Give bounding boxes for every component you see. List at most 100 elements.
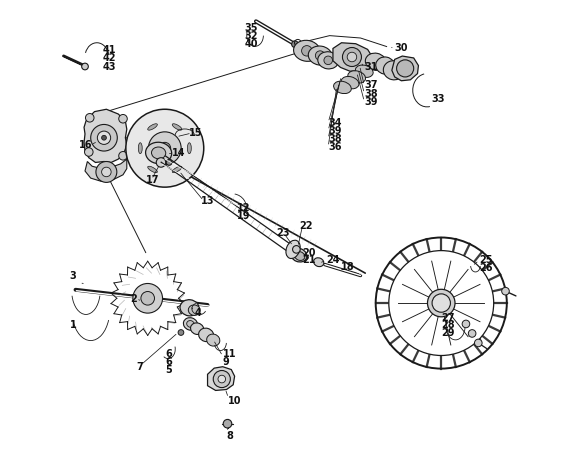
Circle shape	[141, 292, 155, 305]
Ellipse shape	[376, 57, 395, 74]
Text: 14: 14	[172, 148, 185, 158]
Text: 21: 21	[303, 255, 316, 266]
Ellipse shape	[313, 258, 324, 266]
Text: 30: 30	[395, 43, 408, 54]
Text: 13: 13	[201, 196, 215, 206]
Ellipse shape	[187, 321, 194, 327]
Circle shape	[119, 114, 127, 123]
Circle shape	[502, 287, 509, 295]
Text: 28: 28	[441, 320, 455, 331]
Circle shape	[96, 162, 117, 182]
Ellipse shape	[290, 248, 307, 262]
Ellipse shape	[383, 61, 404, 80]
Polygon shape	[84, 109, 127, 162]
Text: 6: 6	[166, 349, 172, 359]
Text: 36: 36	[328, 142, 342, 152]
Ellipse shape	[333, 81, 351, 94]
Ellipse shape	[172, 124, 182, 130]
Circle shape	[342, 48, 362, 66]
Ellipse shape	[286, 240, 300, 258]
Circle shape	[475, 339, 482, 347]
Text: 7: 7	[136, 361, 143, 372]
Text: 25: 25	[479, 255, 493, 266]
Circle shape	[178, 330, 184, 335]
Text: 39: 39	[328, 125, 342, 136]
Circle shape	[98, 131, 111, 144]
Ellipse shape	[148, 124, 158, 130]
Circle shape	[468, 330, 476, 337]
Ellipse shape	[356, 65, 373, 77]
Circle shape	[427, 289, 455, 317]
Text: 22: 22	[299, 220, 312, 231]
Text: 37: 37	[365, 80, 378, 91]
Text: 26: 26	[479, 263, 493, 273]
Circle shape	[347, 52, 357, 62]
Circle shape	[213, 370, 230, 388]
Circle shape	[85, 114, 94, 122]
Text: 41: 41	[103, 45, 116, 55]
Circle shape	[91, 124, 117, 151]
Text: 10: 10	[228, 396, 241, 407]
Ellipse shape	[348, 71, 366, 83]
Circle shape	[126, 109, 204, 187]
Circle shape	[148, 132, 181, 164]
Ellipse shape	[295, 252, 305, 260]
Ellipse shape	[318, 52, 339, 69]
Text: 35: 35	[245, 22, 258, 33]
Polygon shape	[208, 367, 235, 390]
Circle shape	[292, 41, 298, 48]
Ellipse shape	[199, 328, 213, 342]
Polygon shape	[85, 159, 127, 181]
Ellipse shape	[148, 166, 158, 172]
Text: 38: 38	[365, 88, 378, 99]
Ellipse shape	[308, 46, 332, 65]
Circle shape	[133, 284, 162, 313]
Ellipse shape	[152, 147, 166, 159]
Text: 24: 24	[326, 255, 340, 266]
Ellipse shape	[341, 76, 359, 89]
Circle shape	[159, 142, 171, 154]
Text: 4: 4	[194, 308, 201, 319]
Text: 11: 11	[223, 349, 236, 359]
Text: 5: 5	[166, 365, 172, 375]
Text: 32: 32	[245, 30, 258, 41]
Ellipse shape	[138, 143, 142, 153]
Circle shape	[85, 148, 93, 156]
Circle shape	[324, 56, 332, 65]
Ellipse shape	[293, 40, 320, 61]
Text: 20: 20	[303, 247, 316, 258]
Text: 34: 34	[328, 117, 342, 128]
Text: 1: 1	[70, 320, 76, 331]
Text: 33: 33	[432, 94, 445, 104]
Text: 27: 27	[441, 313, 455, 323]
Circle shape	[302, 46, 312, 56]
Circle shape	[102, 167, 111, 177]
Ellipse shape	[191, 323, 203, 334]
Ellipse shape	[146, 142, 172, 164]
Circle shape	[102, 135, 106, 140]
Text: 16: 16	[79, 140, 93, 150]
Text: 23: 23	[276, 228, 289, 238]
Circle shape	[389, 251, 494, 355]
Text: 39: 39	[365, 96, 378, 107]
Text: 17: 17	[146, 174, 159, 185]
Text: 15: 15	[189, 128, 202, 138]
Circle shape	[166, 160, 172, 165]
Ellipse shape	[172, 166, 182, 172]
Ellipse shape	[180, 300, 199, 316]
Circle shape	[82, 63, 88, 70]
Circle shape	[432, 294, 450, 312]
Text: 40: 40	[245, 38, 258, 49]
Text: 31: 31	[365, 62, 378, 73]
Text: 29: 29	[441, 327, 455, 338]
Circle shape	[293, 246, 300, 253]
Polygon shape	[392, 56, 419, 81]
Circle shape	[462, 320, 470, 328]
Text: 43: 43	[103, 62, 116, 72]
Circle shape	[396, 60, 414, 77]
Ellipse shape	[188, 143, 191, 153]
Text: 19: 19	[237, 211, 250, 221]
Text: 38: 38	[328, 133, 342, 144]
Ellipse shape	[206, 334, 220, 346]
Text: 8: 8	[226, 431, 233, 441]
